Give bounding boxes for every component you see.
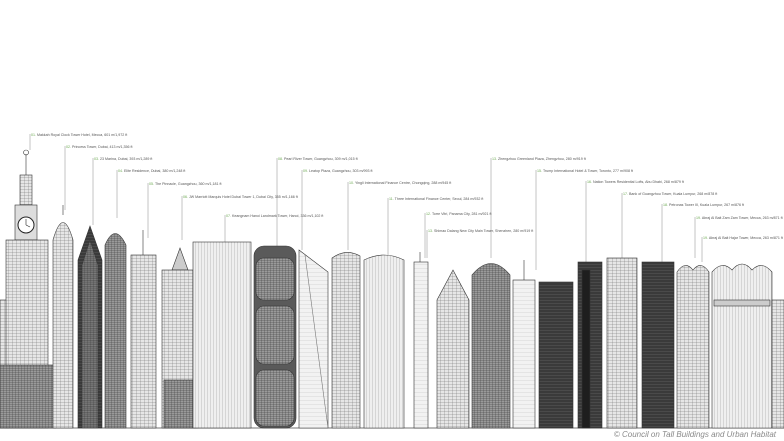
building-07-keangnam-hanoi <box>192 241 252 429</box>
label-16: 16. Nation Towers Residential Lofts, Abu… <box>587 180 684 184</box>
label-19a: 19. Abraj Al Bait Zam Zam Tower, Mecca, … <box>696 216 783 220</box>
label-13a: 13. Shimao Dalang New City Main Tower, S… <box>428 229 533 233</box>
building-13-shimao-dalang <box>436 269 470 429</box>
building-13-zhengzhou-greenland <box>471 263 511 429</box>
label-15: 15. Trump International Hotel & Tower, T… <box>537 169 633 173</box>
label-06: 06. JW Marriott Marquis Hotel Dubai Towe… <box>183 195 298 199</box>
building-08-pearl-river-tower <box>253 245 297 429</box>
label-01: 01. Makkah Royal Clock Tower Hotel, Mecc… <box>31 133 127 137</box>
building-dark-mid <box>538 281 574 429</box>
buildings <box>0 149 784 429</box>
building-02-princess-tower <box>52 222 74 429</box>
label-18: 18. Petronas Tower III, Kuala Lumpur, 26… <box>663 203 744 207</box>
building-labels: 01. Makkah Royal Clock Tower Hotel, Mecc… <box>31 133 783 240</box>
label-03: 03. 23 Marina, Dubai, 393 m/1,289 ft <box>94 157 152 161</box>
label-17: 17. Bank of Guangzhou Tower, Kuala Lumpu… <box>623 192 717 196</box>
building-16-nation-towers <box>577 261 603 429</box>
building-12-torre-vitri <box>413 252 429 429</box>
label-02: 02. Princess Tower, Dubai, 413 m/1,356 f… <box>66 145 132 149</box>
building-09-leatop-plaza <box>298 249 329 429</box>
label-11: 11. Three International Finance Center, … <box>389 197 483 201</box>
background-building-right <box>771 299 784 429</box>
building-15-trump-toronto <box>512 260 536 429</box>
building-19-hajar-tower <box>711 263 773 429</box>
label-07: 07. Keangnam Hanoi Landmark Tower, Hanoi… <box>226 214 323 218</box>
building-05-the-pinnacle <box>130 230 157 429</box>
label-04: 04. Elite Residence, Dubai, 380 m/1,248 … <box>118 169 185 173</box>
building-06-jw-marriott <box>161 247 199 429</box>
building-17-bank-of-guangzhou <box>606 257 638 429</box>
building-18-petronas-iii <box>641 261 675 429</box>
building-01-makkah-clock-tower <box>0 149 57 429</box>
building-04-elite-residence <box>104 233 127 429</box>
label-05: 05. The Pinnacle, Guangzhou, 360 m/1,181… <box>149 182 221 186</box>
label-09: 09. Leatop Plaza, Guangzhou, 303 m/993 f… <box>303 169 373 173</box>
label-19b: 19. Abraj Al Bait Hajar Tower, Mecca, 26… <box>703 236 783 240</box>
building-10-yingli-ifc <box>331 252 361 429</box>
label-10: 10. Yingli International Finance Centre,… <box>349 181 451 185</box>
building-19-zam-zam-tower <box>676 265 710 429</box>
building-11-three-ifc <box>363 254 405 429</box>
leader-lines <box>29 134 703 270</box>
copyright-credit: © Council on Tall Buildings and Urban Ha… <box>613 430 776 439</box>
label-08: 08. Pearl River Tower, Guangzhou, 309 m/… <box>278 157 358 161</box>
label-12: 12. Torre Vitri, Panama City, 281 m/921 … <box>426 212 492 216</box>
label-13b: 13. Zhengzhou Greenland Plaza, Zhengzhou… <box>492 157 586 161</box>
